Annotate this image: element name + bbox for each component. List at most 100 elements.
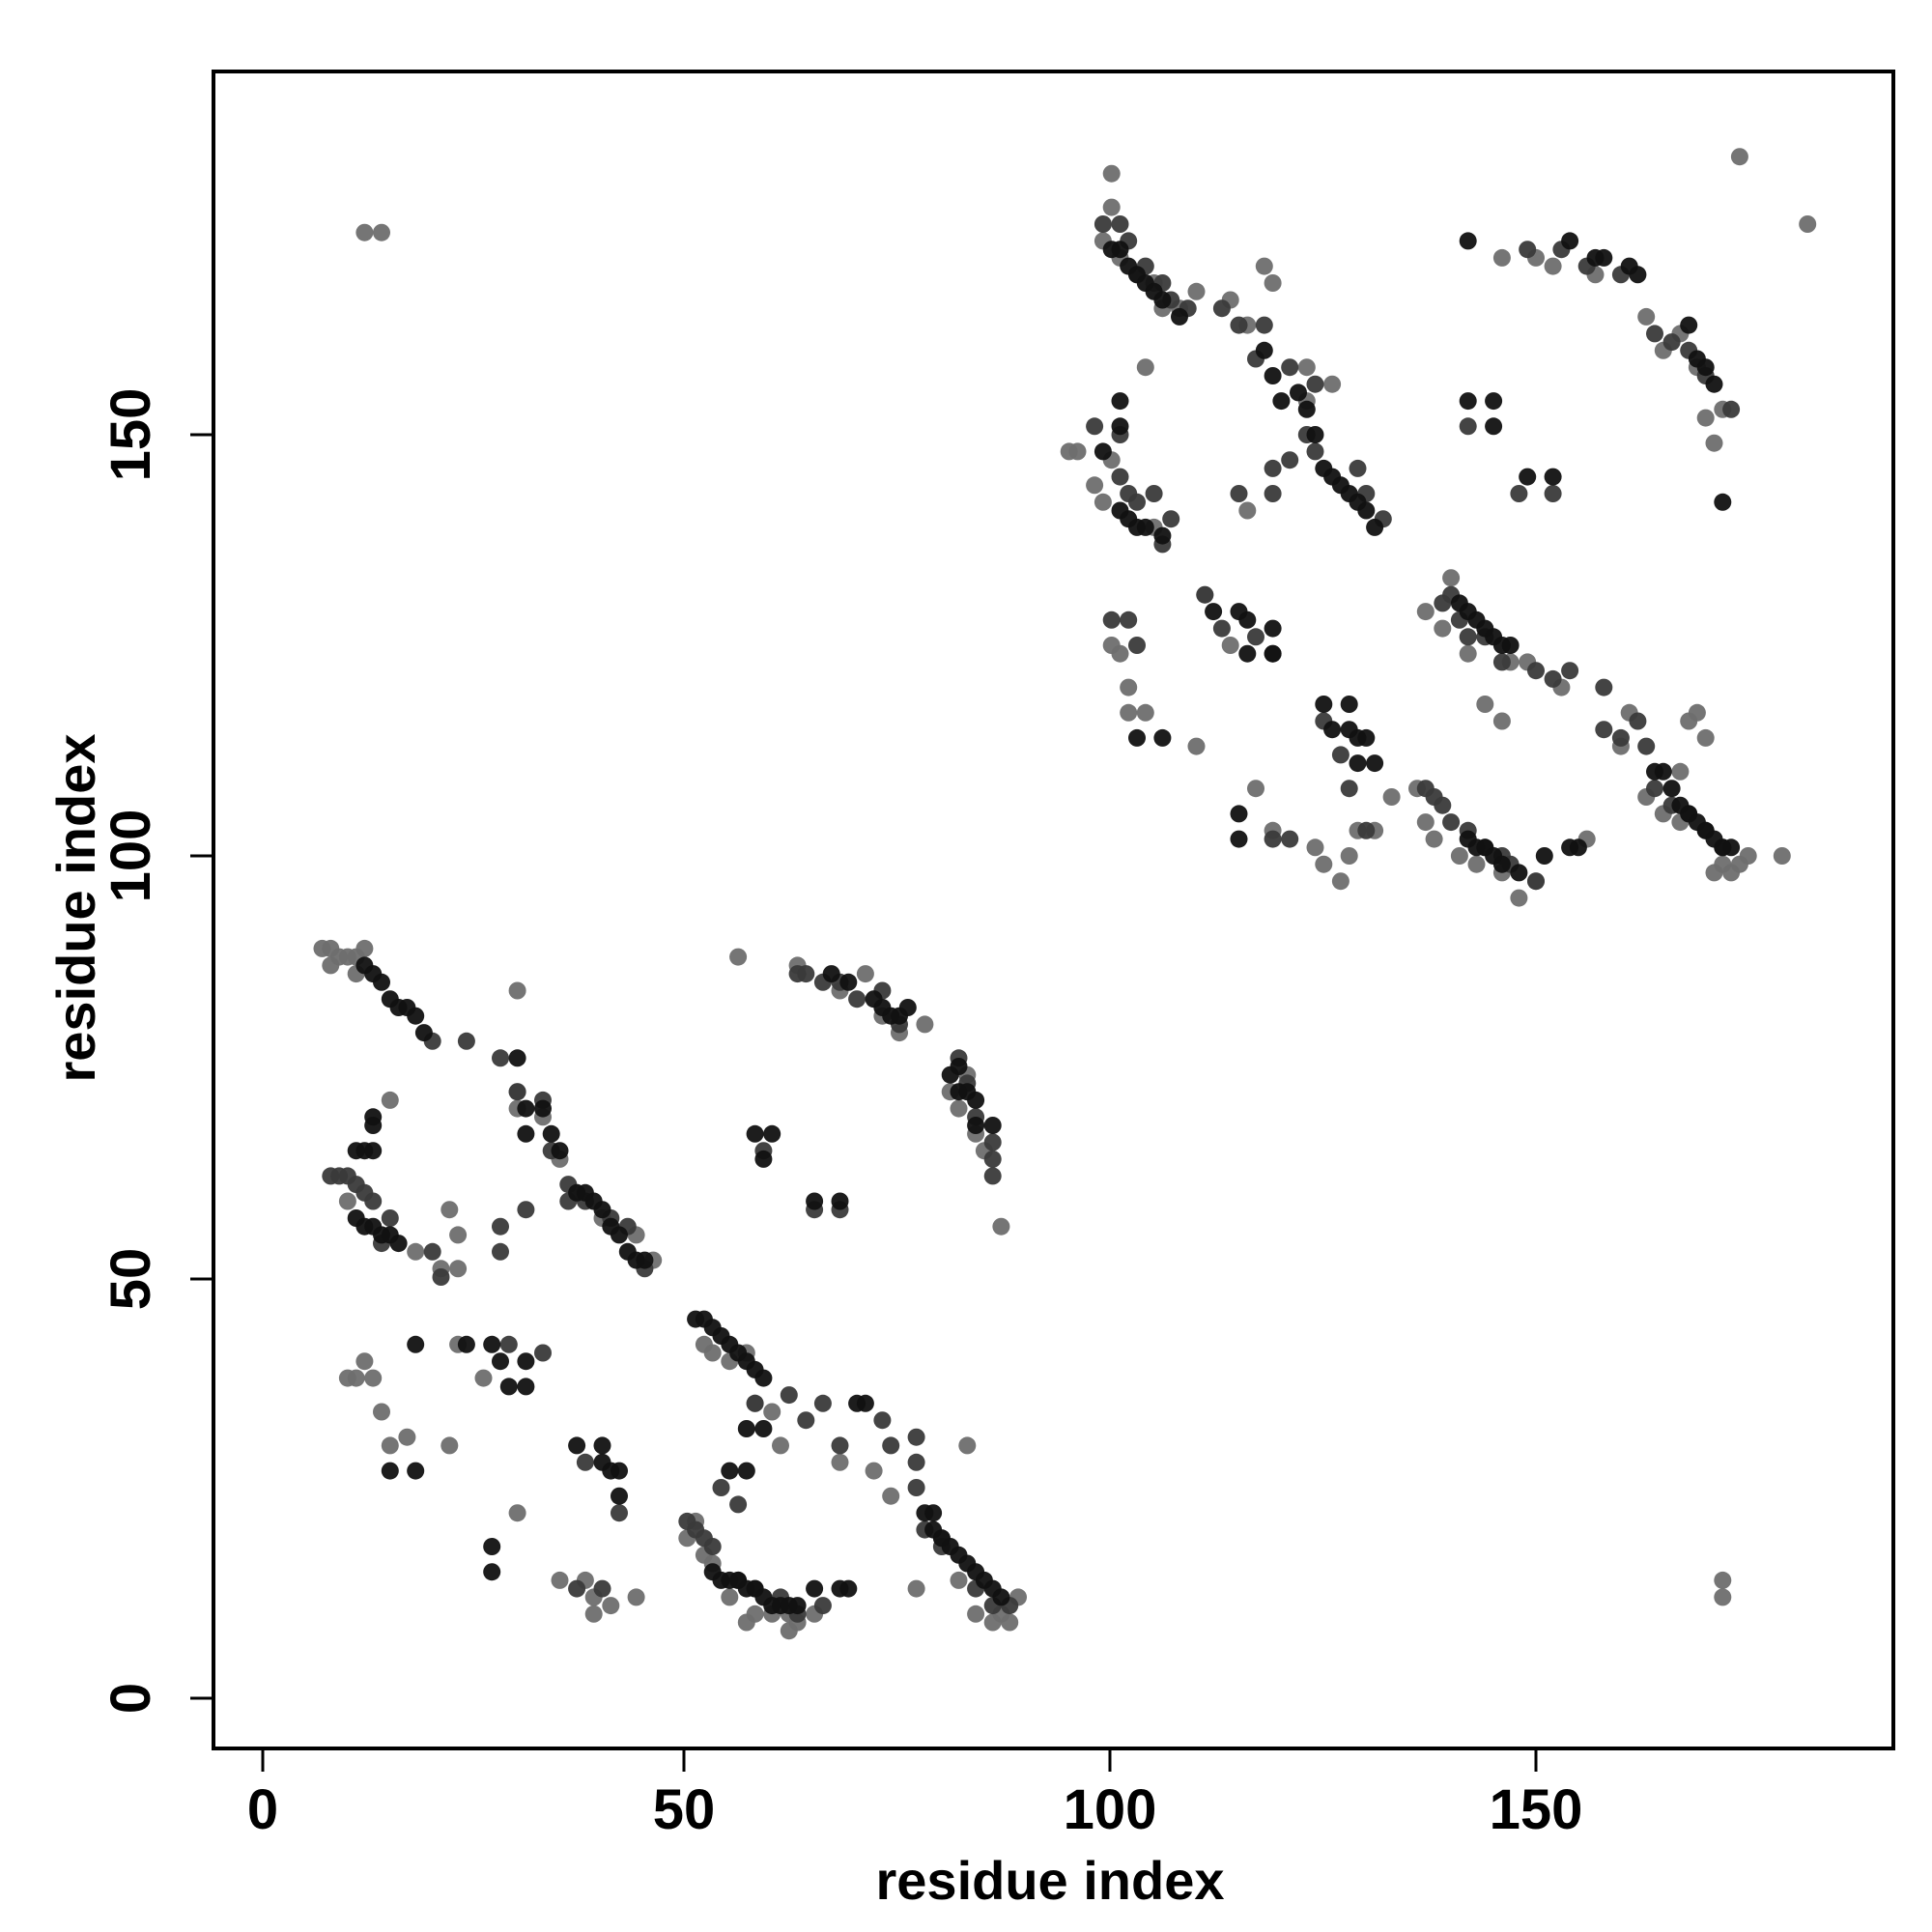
contact-point-mid-115	[1281, 830, 1299, 848]
contact-point-dark-19	[407, 1335, 425, 1353]
contact-point-dark-159	[1485, 392, 1503, 411]
contact-point-dark-149	[1340, 696, 1358, 713]
contact-point-mid-39	[813, 1597, 832, 1615]
contact-point-dark-42	[636, 1251, 654, 1269]
contact-point-dark-188	[1714, 493, 1732, 511]
contact-point-dark-24	[517, 1352, 535, 1371]
contact-point-dark-86	[898, 999, 917, 1016]
contact-point-mid-48	[882, 1436, 900, 1455]
contact-point-dark-117	[1153, 526, 1172, 545]
contact-point-dark-181	[1595, 248, 1613, 267]
contact-point-light-130	[1442, 569, 1461, 587]
contact-point-dark-128	[1238, 611, 1257, 629]
contact-point-mid-97	[1264, 459, 1282, 477]
contact-point-dark-109	[992, 1588, 1010, 1606]
contact-point-mid-123	[1544, 669, 1562, 688]
contact-point-dark-116	[1136, 518, 1154, 536]
contact-point-mid-22	[492, 1242, 509, 1261]
contact-point-dark-26	[381, 1462, 399, 1480]
contact-point-mid-34	[703, 1538, 722, 1555]
contact-point-dark-157	[1459, 232, 1477, 250]
contact-point-mid-82	[1111, 215, 1129, 233]
contact-point-dark-110	[1094, 442, 1112, 461]
contact-point-dark-144	[1366, 518, 1384, 536]
contact-point-dark-124	[1153, 291, 1172, 309]
contact-point-mid-122	[1527, 662, 1545, 680]
contact-point-mid-9	[432, 1268, 450, 1286]
contact-point-mid-113	[1357, 821, 1376, 839]
contact-point-dark-186	[1696, 358, 1715, 377]
contact-point-light-12	[407, 1242, 425, 1261]
x-tick-label-3: 150	[1490, 1778, 1583, 1841]
contact-point-dark-33	[551, 1142, 569, 1160]
contact-point-dark-59	[483, 1563, 501, 1581]
contact-point-light-47	[721, 1588, 739, 1606]
contact-point-mid-90	[1255, 316, 1273, 334]
contact-point-dark-77	[839, 1579, 858, 1598]
y-axis: 0 50 100 150 residue index	[45, 388, 215, 1714]
contact-point-mid-147	[1519, 241, 1537, 259]
contact-point-light-102	[1187, 282, 1206, 300]
contact-point-light-11	[338, 1192, 356, 1210]
contact-point-light-131	[1459, 644, 1477, 663]
contact-point-mid-135	[1595, 721, 1613, 739]
contact-point-mid-89	[1230, 316, 1248, 334]
contact-point-mid-41	[729, 1495, 748, 1514]
contact-point-dark-161	[1519, 468, 1537, 486]
contact-point-mid-93	[1306, 375, 1324, 393]
x-axis: 0 50 100 150 residue index	[247, 1747, 1583, 1911]
contact-point-dark-43	[568, 1436, 586, 1455]
contact-point-dark-10	[364, 1142, 383, 1160]
contact-point-mid-145	[1510, 485, 1528, 502]
contact-point-dark-6	[407, 1007, 425, 1025]
contact-point-dark-91	[967, 1091, 985, 1109]
contact-point-mid-128	[1434, 796, 1452, 814]
contact-point-dark-162	[1544, 468, 1562, 486]
contact-point-light-15	[440, 1201, 459, 1219]
y-tick-label-1: 50	[99, 1248, 162, 1311]
contact-point-dark-137	[1306, 426, 1324, 443]
contact-point-light-16	[449, 1226, 468, 1244]
contact-point-dark-126	[1205, 603, 1223, 621]
contact-point-mid-59	[983, 1133, 1002, 1151]
contact-point-mid-53	[848, 990, 867, 1009]
contact-point-dark-169	[1501, 637, 1520, 654]
contact-point-mid-95	[1230, 485, 1248, 502]
contact-point-mid-155	[1722, 400, 1741, 418]
contact-point-light-113	[1120, 678, 1138, 696]
contact-point-light-119	[1247, 780, 1264, 798]
contact-point-light-64	[882, 1487, 900, 1505]
contact-point-dark-79	[856, 1394, 874, 1412]
contact-point-mid-44	[797, 1411, 815, 1430]
contact-point-light-36	[508, 1504, 526, 1522]
contact-point-mid-26	[534, 1344, 552, 1362]
contact-point-light-79	[907, 1579, 925, 1598]
contact-point-light-139	[1425, 830, 1443, 848]
contact-point-mid-61	[983, 1167, 1002, 1185]
contact-point-dark-155	[1128, 728, 1146, 747]
contact-point-mid-96	[1264, 485, 1282, 502]
contact-point-dark-152	[1357, 728, 1376, 747]
contact-point-mid-25	[499, 1335, 518, 1353]
contact-point-light-151	[1671, 762, 1690, 781]
contact-point-mid-129	[1442, 813, 1461, 832]
contact-point-mid-107	[1212, 619, 1231, 638]
contact-point-dark-112	[1111, 392, 1129, 411]
contact-point-light-170	[1705, 434, 1723, 452]
contact-point-light-88	[1068, 442, 1087, 461]
y-tick-label-3: 150	[99, 388, 162, 482]
contact-point-dark-20	[457, 1335, 475, 1353]
contact-point-light-132	[1476, 696, 1494, 713]
contact-point-light-71	[916, 1015, 934, 1034]
contact-point-dark-145	[1230, 805, 1248, 823]
contact-point-dark-133	[1264, 367, 1282, 384]
contact-point-dark-93	[983, 1117, 1002, 1134]
contact-point-light-17	[508, 981, 526, 1000]
contact-point-mid-50	[797, 965, 815, 983]
contact-point-dark-119	[1111, 241, 1129, 259]
contact-point-mid-5	[364, 1192, 383, 1210]
contact-point-light-28	[355, 1352, 374, 1371]
contact-point-dark-143	[1357, 501, 1376, 520]
contact-point-mid-47	[873, 1411, 892, 1430]
contact-point-light-32	[398, 1428, 416, 1446]
